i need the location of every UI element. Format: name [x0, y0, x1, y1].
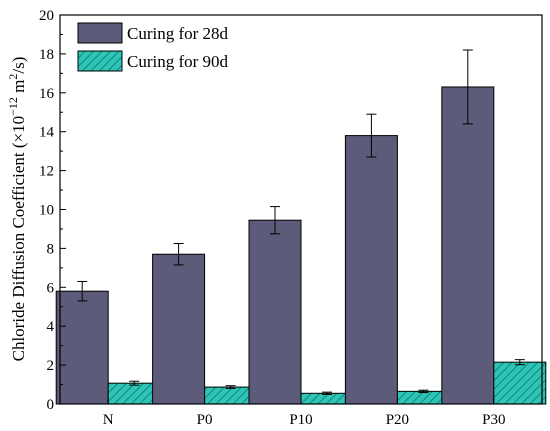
y-tick-label: 16 [39, 86, 55, 102]
y-axis-label: Chloride Diffusion Coefficient (×10−12 m… [6, 57, 28, 362]
legend-swatch-28d [77, 22, 123, 44]
y-tick-label: 14 [39, 125, 55, 141]
x-tick-label: P10 [289, 412, 312, 428]
y-tick-label: 10 [39, 203, 54, 219]
legend-label-28d: Curing for 28d [127, 24, 229, 43]
legend: Curing for 28d Curing for 90d [77, 22, 229, 72]
x-tick-label: N [103, 412, 114, 428]
legend-swatch-90d [77, 50, 123, 72]
x-tick-label: P20 [386, 412, 409, 428]
bar-28d [152, 253, 206, 405]
bar-28d [441, 86, 495, 405]
legend-label-90d: Curing for 90d [127, 52, 229, 71]
bar-28d [248, 219, 302, 405]
bar-28d [344, 135, 398, 405]
y-tick-label: 8 [47, 241, 55, 257]
x-tick-label: P0 [197, 412, 213, 428]
bar-90d [493, 361, 547, 405]
y-axis-label-unit-exponent: 2 [6, 74, 20, 80]
bar-28d [55, 290, 109, 405]
y-tick-label: 12 [39, 164, 54, 180]
y-axis-label-unit: m [9, 80, 28, 97]
y-axis-label-tail: /s) [9, 57, 28, 74]
y-axis: 0 2 4 6 8 10 12 14 16 18 20 [39, 8, 66, 413]
error-bars-layer [77, 49, 525, 395]
y-tick-label: 0 [47, 397, 55, 413]
y-tick-label: 4 [47, 319, 55, 335]
y-tick-label: 18 [39, 47, 54, 63]
y-tick-label: 2 [47, 358, 55, 374]
x-axis: N P0 P10 P20 P30 [103, 398, 505, 428]
y-axis-label-exponent: −12 [6, 97, 20, 116]
y-tick-label: 20 [39, 8, 54, 24]
y-tick-label: 6 [47, 280, 55, 296]
x-tick-label: P30 [482, 412, 505, 428]
bars-layer [55, 86, 547, 405]
